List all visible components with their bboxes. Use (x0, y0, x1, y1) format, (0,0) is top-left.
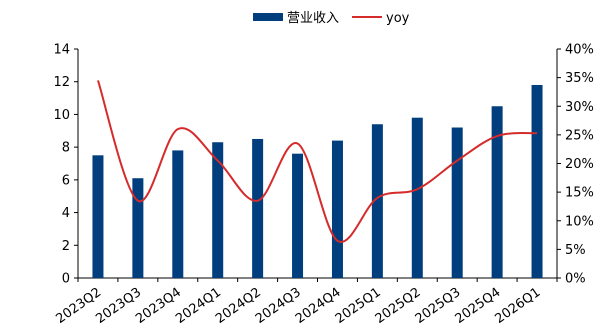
bar (92, 155, 104, 278)
legend-bar-label: 营业收入 (287, 11, 339, 26)
x-axis: 2023Q22023Q32023Q42024Q12024Q22024Q32024… (53, 277, 558, 324)
bar (132, 178, 144, 278)
right-tick-label: 25% (565, 128, 594, 143)
left-tick-label: 2 (62, 239, 70, 254)
line-series (97, 80, 538, 243)
bar (252, 138, 264, 278)
bar (371, 124, 383, 278)
right-tick-label: 0% (565, 272, 586, 287)
bar (172, 150, 184, 278)
legend: 营业收入 yoy (253, 11, 410, 26)
right-tick-label: 35% (565, 71, 594, 86)
yoy-line (97, 80, 538, 243)
bar (331, 140, 343, 278)
left-tick-label: 10 (53, 108, 70, 123)
left-tick-label: 4 (62, 206, 70, 221)
right-tick-label: 15% (565, 186, 594, 201)
right-y-axis: 0% 5% 10% 15% 20% 25% 30% 35% 40% (556, 43, 594, 287)
right-tick-label: 20% (565, 157, 594, 172)
left-tick-label: 0 (62, 272, 70, 287)
x-tick-label: 2026Q1 (492, 285, 543, 324)
right-tick-label: 30% (565, 100, 594, 115)
left-tick-label: 14 (53, 43, 70, 58)
left-tick-label: 6 (62, 173, 70, 188)
left-tick-label: 12 (53, 75, 70, 90)
bar (411, 117, 423, 278)
left-y-axis: 0 2 4 6 8 10 12 14 (53, 43, 79, 287)
right-tick-label: 10% (565, 214, 594, 229)
legend-line-label: yoy (386, 11, 410, 26)
bar (292, 153, 304, 278)
legend-bar-swatch (253, 13, 283, 21)
bar (491, 106, 503, 278)
bar-series (92, 84, 543, 278)
bar (531, 84, 543, 278)
bar (212, 142, 224, 278)
right-tick-label: 40% (565, 43, 594, 58)
left-tick-label: 8 (62, 141, 70, 156)
bar (451, 127, 463, 278)
right-tick-label: 5% (565, 243, 586, 258)
